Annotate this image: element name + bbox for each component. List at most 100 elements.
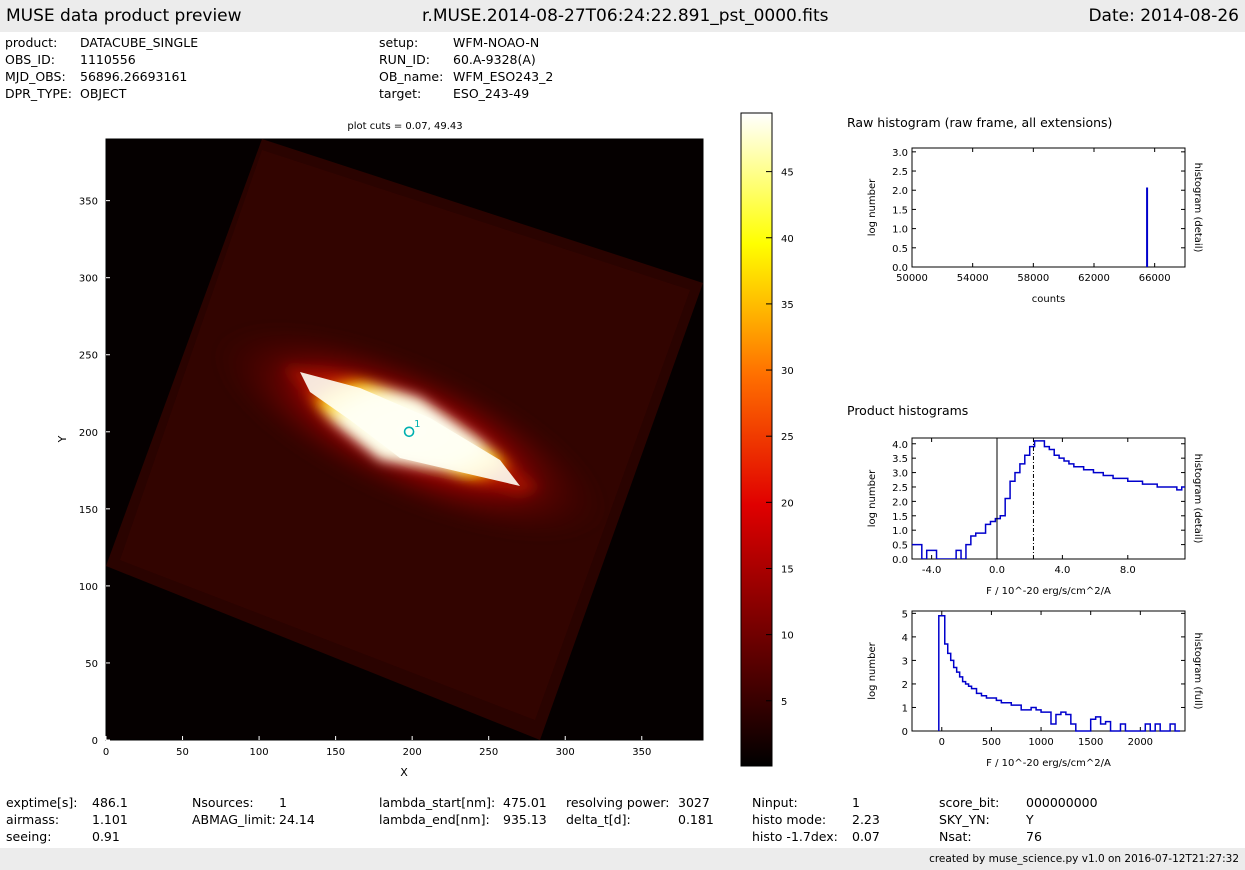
- y-tick-label: 0.5: [892, 541, 908, 552]
- meta-label: MJD_OBS:: [5, 69, 66, 84]
- y-tick-label: 0.0: [892, 555, 908, 566]
- y-tick-label: 2.5: [892, 483, 908, 494]
- stat-label: histo mode:: [752, 812, 827, 827]
- x-axis-label: counts: [1032, 294, 1065, 305]
- stat-value: 0.181: [678, 812, 714, 827]
- header-filename: r.MUSE.2014-08-27T06:24:22.891_pst_0000.…: [422, 6, 829, 26]
- y-tick-label: 1.0: [892, 526, 908, 537]
- stat-value: 935.13: [503, 812, 547, 827]
- stat-value: 76: [1026, 829, 1042, 844]
- colorbar-tick-label: 30: [781, 366, 794, 377]
- meta-label: RUN_ID:: [379, 52, 430, 67]
- header-date: Date: 2014-08-26: [1088, 6, 1239, 26]
- x-tick-label: 1000: [1028, 737, 1053, 748]
- colorbar-tick-label: 25: [781, 432, 794, 443]
- stat-label: lambda_end[nm]:: [379, 812, 490, 827]
- colorbar-tick-label: 40: [781, 234, 794, 245]
- stat-label: histo -1.7dex:: [752, 829, 838, 844]
- stat-value: 000000000: [1026, 795, 1098, 810]
- footer-credit: created by muse_science.py v1.0 on 2016-…: [929, 853, 1239, 865]
- y-tick-label: 300: [79, 274, 98, 285]
- y-tick-label: 150: [79, 505, 98, 516]
- y-tick-label: 4.0: [892, 440, 908, 451]
- meta-value: ESO_243-49: [453, 86, 530, 101]
- y-tick-label: 100: [79, 582, 98, 593]
- x-tick-label: 50000: [896, 273, 928, 284]
- y-tick-label: 0: [92, 736, 98, 747]
- stat-value: 2.23: [852, 812, 880, 827]
- source-label: 1: [414, 419, 420, 430]
- y-tick-label: 50: [85, 659, 98, 670]
- x-tick-label: 250: [479, 747, 498, 758]
- x-axis-label: F / 10^-20 erg/s/cm^2/A: [986, 586, 1111, 597]
- x-tick-label: 0: [103, 747, 109, 758]
- colorbar: [740, 112, 773, 767]
- y-axis-label: log number: [867, 641, 878, 699]
- y-tick-label: 3.0: [892, 148, 908, 159]
- y-tick-label: 1.0: [892, 225, 908, 236]
- x-tick-label: 2000: [1128, 737, 1153, 748]
- stat-label: SKY_YN:: [939, 812, 990, 827]
- stat-value: 486.1: [92, 795, 128, 810]
- meta-label: OB_name:: [379, 69, 444, 84]
- stat-label: Ninput:: [752, 795, 798, 810]
- plot-frame: [911, 437, 1186, 560]
- meta-label: DPR_TYPE:: [5, 86, 73, 101]
- image-title: plot cuts = 0.07, 49.43: [347, 121, 462, 132]
- y-tick-label: 350: [79, 197, 98, 208]
- y-tick-label: 1: [902, 703, 908, 714]
- stat-value: 1.101: [92, 812, 128, 827]
- colorbar-tick-label: 45: [781, 168, 794, 179]
- meta-label: setup:: [379, 35, 419, 50]
- x-tick-label: 150: [326, 747, 345, 758]
- x-tick-label: 8.0: [1120, 565, 1136, 576]
- stat-label: airmass:: [6, 812, 60, 827]
- colorbar-tick-label: 35: [781, 300, 794, 311]
- y-tick-label: 200: [79, 428, 98, 439]
- x-tick-label: 100: [250, 747, 269, 758]
- y-tick-label: 3.5: [892, 454, 908, 465]
- y-tick-label: 2.5: [892, 167, 908, 178]
- meta-value: 60.A-9328(A): [453, 52, 536, 67]
- x-tick-label: 54000: [957, 273, 989, 284]
- y-tick-label: 5: [902, 609, 908, 620]
- y-tick-label: 0: [902, 727, 908, 738]
- meta-value: 1110556: [80, 52, 136, 67]
- galaxy-core-bright: [300, 372, 520, 486]
- meta-label: product:: [5, 35, 58, 50]
- colorbar-tick-label: 20: [781, 498, 794, 509]
- y-tick-label: 1.5: [892, 512, 908, 523]
- y-tick-label: 2: [902, 680, 908, 691]
- right-axis-label: histogram (full): [1192, 632, 1203, 709]
- x-tick-label: 50: [176, 747, 189, 758]
- x-tick-label: 58000: [1017, 273, 1049, 284]
- stat-label: Nsat:: [939, 829, 972, 844]
- stat-label: ABMAG_limit:: [192, 812, 276, 827]
- image-ylabel: Y: [56, 435, 69, 443]
- stat-label: score_bit:: [939, 795, 1000, 810]
- y-tick-label: 2.0: [892, 186, 908, 197]
- meta-value: WFM_ESO243_2: [453, 69, 554, 84]
- y-axis-label: log number: [867, 469, 878, 527]
- plots-canvas: plot cuts = 0.07, 49.43 1 0 50 100 150 200 25…: [56, 112, 1203, 779]
- plot-frame: [911, 610, 1186, 732]
- right-axis-label: histogram (detail): [1192, 163, 1203, 253]
- y-axis-label: log number: [867, 178, 878, 236]
- x-tick-label: 0: [939, 737, 945, 748]
- y-tick-label: 4: [902, 633, 908, 644]
- x-tick-label: 4.0: [1054, 565, 1070, 576]
- x-tick-label: 0.0: [989, 565, 1005, 576]
- colorbar-tick-label: 15: [781, 564, 794, 575]
- stat-value: 0.07: [852, 829, 880, 844]
- x-tick-label: -4.0: [922, 565, 942, 576]
- x-axis-label: F / 10^-20 erg/s/cm^2/A: [986, 758, 1111, 769]
- meta-label: OBS_ID:: [5, 52, 55, 67]
- x-tick-label: 300: [556, 747, 575, 758]
- series-line: [938, 614, 1181, 732]
- y-tick-label: 3: [902, 656, 908, 667]
- header-left: MUSE data product preview: [6, 6, 242, 26]
- source-marker: [403, 426, 415, 438]
- stat-value: 1: [852, 795, 860, 810]
- meta-label: target:: [379, 86, 422, 101]
- plot-frame: [911, 147, 1186, 268]
